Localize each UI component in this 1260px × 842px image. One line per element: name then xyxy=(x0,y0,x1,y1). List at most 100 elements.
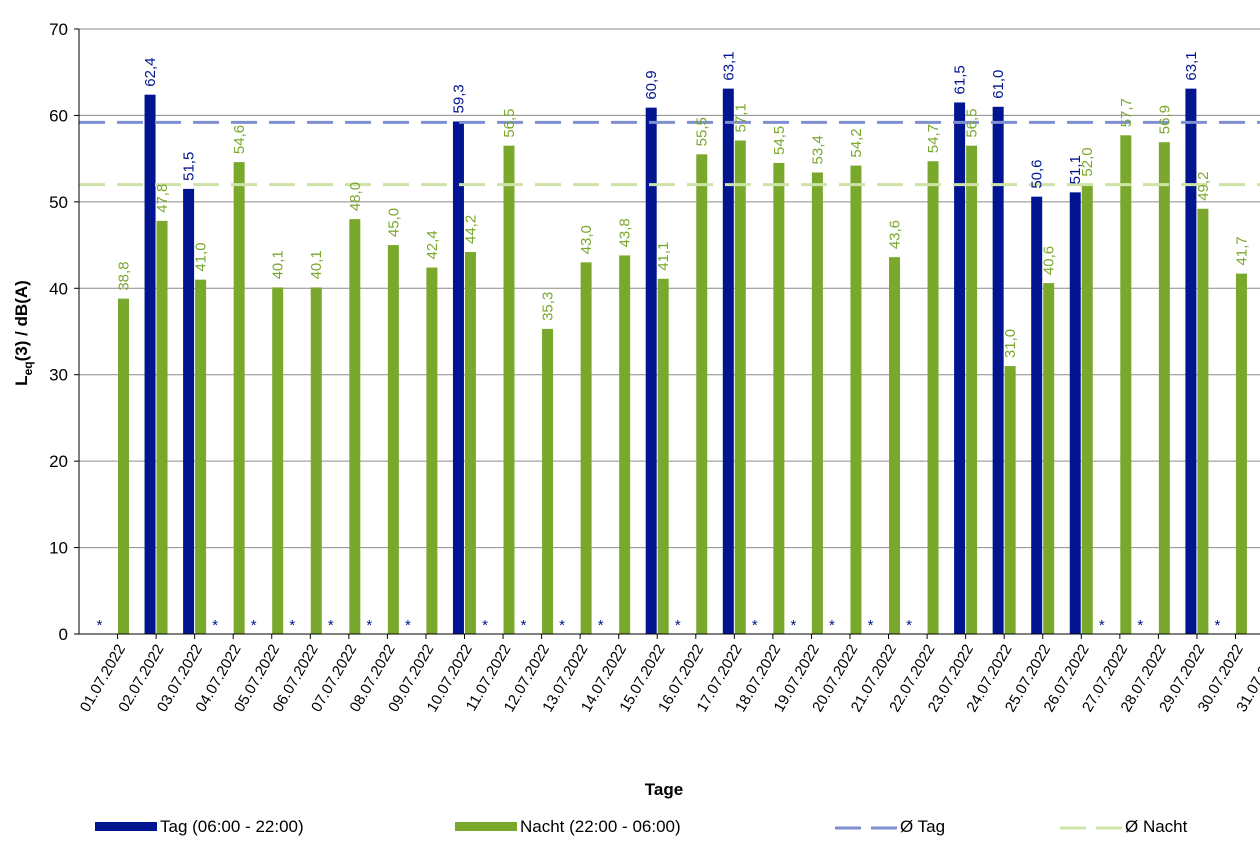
y-tick-label: 20 xyxy=(49,452,68,471)
missing-marker: * xyxy=(405,617,411,634)
missing-marker: * xyxy=(906,617,912,634)
legend: Tag (06:00 - 22:00) Nacht (22:00 - 06:00)… xyxy=(95,817,1188,836)
data-label-nacht: 35,3 xyxy=(540,292,557,321)
bar-nacht xyxy=(272,287,284,634)
bar-nacht xyxy=(387,245,399,635)
data-label-nacht: 40,1 xyxy=(308,250,325,279)
data-label-nacht: 43,6 xyxy=(887,220,904,249)
x-axis-title: Tage xyxy=(645,780,683,799)
bars xyxy=(118,88,1247,635)
bar-tag xyxy=(1069,192,1081,634)
data-label-nacht: 40,1 xyxy=(270,250,287,279)
missing-marker: * xyxy=(251,617,257,634)
bar-nacht xyxy=(503,145,515,634)
bar-nacht xyxy=(850,165,862,635)
bar-nacht xyxy=(734,140,746,634)
bar-tag xyxy=(183,188,195,634)
data-label-nacht: 49,2 xyxy=(1195,172,1212,201)
legend-label-avg-nacht: Ø Nacht xyxy=(1125,817,1188,836)
bar-nacht xyxy=(1004,366,1016,634)
data-label-nacht: 40,6 xyxy=(1041,246,1058,275)
bar-tag xyxy=(992,106,1004,635)
missing-marker: * xyxy=(868,617,874,634)
missing-marker: * xyxy=(289,617,295,634)
data-label-tag: 60,9 xyxy=(643,70,660,99)
missing-marker: * xyxy=(366,617,372,634)
bar-nacht xyxy=(619,255,631,634)
data-label-nacht: 55,5 xyxy=(694,117,711,146)
data-label-nacht: 52,0 xyxy=(1079,147,1096,176)
bar-nacht xyxy=(811,172,823,634)
data-label-tag: 61,0 xyxy=(990,70,1007,99)
bar-nacht xyxy=(1120,135,1132,635)
data-label-nacht: 48,0 xyxy=(347,182,364,211)
data-label-nacht: 31,0 xyxy=(1002,329,1019,358)
missing-marker: * xyxy=(752,617,758,634)
y-tick-label: 30 xyxy=(49,366,68,385)
bar-nacht xyxy=(464,251,476,634)
data-label-nacht: 57,7 xyxy=(1118,98,1135,127)
missing-marker: * xyxy=(212,617,218,634)
bar-nacht xyxy=(349,219,361,634)
data-label-nacht: 45,0 xyxy=(385,208,402,237)
bar-nacht xyxy=(1043,283,1055,634)
missing-marker: * xyxy=(328,617,334,634)
missing-marker: * xyxy=(559,617,565,634)
bar-tag xyxy=(144,94,156,634)
data-label-nacht: 41,0 xyxy=(193,242,210,271)
legend-swatch-nacht xyxy=(455,822,517,831)
bar-nacht xyxy=(927,161,939,634)
data-label-nacht: 38,8 xyxy=(116,261,133,290)
missing-marker: * xyxy=(829,617,835,634)
legend-swatch-tag xyxy=(95,822,157,831)
bar-nacht xyxy=(118,298,129,634)
y-tick-label: 40 xyxy=(49,279,68,298)
bar-nacht xyxy=(195,279,207,634)
data-label-nacht: 54,7 xyxy=(925,124,942,153)
bar-nacht xyxy=(426,267,438,634)
data-label-nacht: 53,4 xyxy=(809,135,826,164)
data-label-nacht: 56,5 xyxy=(501,108,518,137)
bar-nacht xyxy=(1081,184,1093,635)
bar-nacht xyxy=(773,162,785,634)
missing-marker: * xyxy=(675,617,681,634)
data-label-nacht: 54,2 xyxy=(848,128,865,157)
bar-nacht xyxy=(233,162,245,634)
y-tick-label: 0 xyxy=(59,625,68,644)
data-label-nacht: 56,9 xyxy=(1156,105,1173,134)
missing-marker: * xyxy=(1215,617,1221,634)
data-label-nacht: 43,8 xyxy=(617,218,634,247)
missing-marker: * xyxy=(482,617,488,634)
data-label-tag: 51,5 xyxy=(181,152,198,181)
bar-nacht xyxy=(1158,142,1170,634)
y-tick-label: 10 xyxy=(49,539,68,558)
legend-label-tag: Tag (06:00 - 22:00) xyxy=(160,817,304,836)
y-tick-label: 60 xyxy=(49,106,68,125)
data-label-nacht: 54,5 xyxy=(771,126,788,155)
data-labels: * 38,8 62,4 47,8 51,5 41,0 * 54,6 * 40,1 * 40,1 * 48,… xyxy=(97,51,1251,634)
bar-nacht xyxy=(310,287,322,634)
data-label-nacht: 43,0 xyxy=(578,225,595,254)
bar-tag xyxy=(722,88,734,634)
data-label-nacht: 47,8 xyxy=(154,184,171,213)
missing-marker: * xyxy=(521,617,527,634)
bar-nacht xyxy=(889,257,900,634)
missing-marker: * xyxy=(598,617,604,634)
data-label-tag: 61,5 xyxy=(952,65,969,94)
missing-marker: * xyxy=(1099,617,1105,634)
bar-tag xyxy=(452,121,464,634)
data-label-nacht: 54,6 xyxy=(231,125,248,154)
bar-nacht xyxy=(580,262,592,634)
bar-nacht xyxy=(966,145,978,634)
data-label-tag: 63,1 xyxy=(720,51,737,80)
bar-tag xyxy=(1031,196,1043,634)
data-label-nacht: 44,2 xyxy=(462,215,479,244)
legend-label-avg-tag: Ø Tag xyxy=(900,817,945,836)
data-label-tag: 50,6 xyxy=(1029,159,1046,188)
axes xyxy=(78,29,1260,639)
y-tick-label: 50 xyxy=(49,193,68,212)
x-axis-ticks: 01.07.202202.07.202203.07.202204.07.2022… xyxy=(77,642,1260,716)
legend-label-nacht: Nacht (22:00 - 06:00) xyxy=(520,817,681,836)
data-label-tag: 62,4 xyxy=(142,57,159,86)
